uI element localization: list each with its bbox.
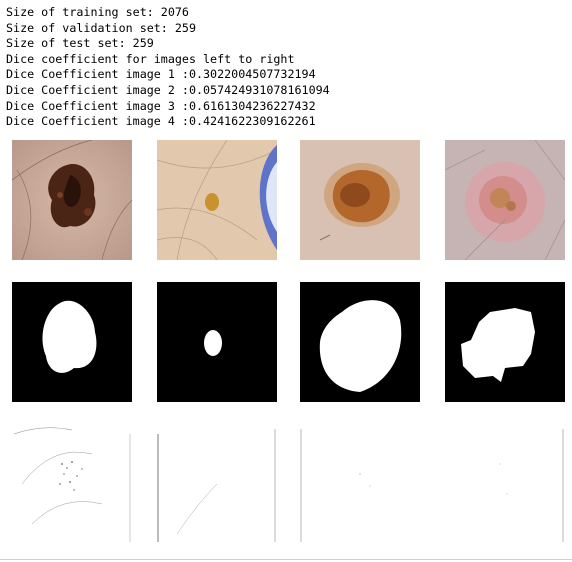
output-line-test-size: Size of test set: 259 [6,36,154,51]
output-line-dice-2: Dice Coefficient image 2 :0.057424931078… [6,82,330,97]
predicted-mask-2 [157,424,277,544]
input-image-2 [157,140,277,260]
predicted-mask-1 [12,424,132,544]
input-image-4 [445,140,565,260]
predicted-mask-3 [300,424,420,544]
output-divider [0,559,572,560]
output-line-training-size: Size of training set: 2076 [6,5,189,19]
ground-truth-mask-4 [445,282,565,402]
ground-truth-mask-2 [157,282,277,402]
input-image-1 [12,140,132,260]
predicted-mask-4 [445,424,565,544]
output-line-validation-size: Size of validation set: 259 [6,20,196,35]
output-line-dice-header: Dice coefficient for images left to righ… [6,51,295,66]
cell-output: Size of training set: 2076 Size of valid… [6,5,330,130]
input-image-3 [300,140,420,260]
ground-truth-mask-1 [12,282,132,402]
output-line-dice-1: Dice Coefficient image 1 :0.302200450773… [6,67,316,82]
output-line-dice-3: Dice Coefficient image 3 :0.616130423622… [6,98,316,113]
output-line-dice-4: Dice Coefficient image 4 :0.424162230916… [6,114,316,129]
ground-truth-mask-3 [300,282,420,402]
